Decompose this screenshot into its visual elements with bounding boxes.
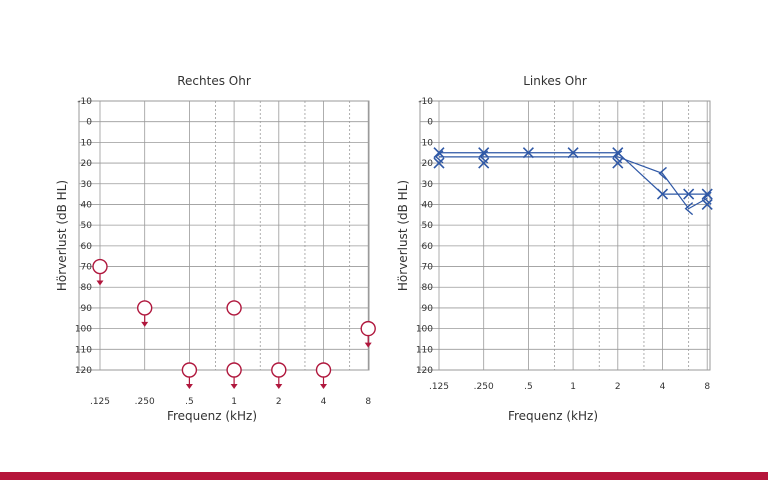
left-ear-x-marker <box>478 147 490 159</box>
y-tick-label: 30 <box>422 180 434 190</box>
right-ear-chart: -10 0 10 20 30 40 50 60 70 80 90 100 110 120 .125 .250.… <box>55 74 376 423</box>
left-ear-x-marker <box>656 188 669 200</box>
y-tick-label: 80 <box>81 283 93 293</box>
right-ear-circle-marker <box>226 300 242 316</box>
y-tick-label: 0 <box>427 118 433 128</box>
y-tick-label: -10 <box>418 97 433 107</box>
chart-title: Rechtes Ohr <box>177 74 251 88</box>
x-tick-label: .125 <box>90 397 110 407</box>
right-ear-circle-marker <box>360 320 376 337</box>
left-ear-bracket-marker <box>658 166 667 180</box>
y-tick-label: 20 <box>81 159 93 169</box>
left-ear-bracket-marker <box>703 191 712 205</box>
x-tick-label: 4 <box>321 397 327 407</box>
x-tick-label: .125 <box>429 382 449 392</box>
left-ear-bracket-marker <box>434 150 444 164</box>
x-axis-label: Frequenz (kHz) <box>167 409 257 423</box>
right-ear-circle-marker <box>92 258 108 275</box>
y-tick-label: 60 <box>422 242 434 252</box>
y-tick-label: 50 <box>81 221 93 231</box>
y-tick-label: -10 <box>77 97 92 107</box>
left-ear-x-marker <box>683 188 695 200</box>
y-tick-label: 40 <box>422 200 434 210</box>
left-ear-connecting-line <box>439 156 708 210</box>
x-tick-label: .250 <box>474 382 494 392</box>
left-ear-x-marker <box>701 188 713 200</box>
x-tick-label: 4 <box>660 382 666 392</box>
left-ear-x-marker <box>522 147 534 159</box>
y-tick-label: 30 <box>81 180 93 190</box>
plot-frame <box>419 100 711 371</box>
y-axis-label: Hörverlust (dB HL) <box>396 180 410 291</box>
left-ear-x-marker <box>478 157 490 169</box>
left-ear-bracket-marker <box>684 202 694 216</box>
x-tick-label: .5 <box>185 397 194 407</box>
left-ear-bracket-marker <box>613 150 623 164</box>
left-ear-x-marker <box>612 157 624 169</box>
y-axis-label: Hörverlust (dB HL) <box>55 180 69 291</box>
x-tick-label: .250 <box>135 397 155 407</box>
left-ear-x-marker <box>433 157 445 169</box>
no-response-arrow-head <box>96 280 104 286</box>
x-tick-label: 1 <box>570 382 576 392</box>
y-tick-label: 120 <box>75 366 92 376</box>
y-tick-label: 50 <box>422 221 434 231</box>
right-ear-circle-marker <box>271 362 287 378</box>
no-response-arrow-head <box>320 384 327 389</box>
no-response-arrow-head <box>364 342 372 348</box>
x-tick-label: .5 <box>524 382 533 392</box>
y-tick-label: 10 <box>81 138 93 148</box>
no-response-arrow-head <box>230 384 238 389</box>
y-tick-label: 120 <box>416 366 433 376</box>
right-ear-circle-marker <box>226 362 242 378</box>
y-tick-label: 90 <box>422 304 434 314</box>
y-tick-label: 100 <box>75 325 92 335</box>
right-ear-circle-marker <box>136 300 153 316</box>
plot-frame <box>78 100 370 371</box>
x-tick-label: 2 <box>615 382 621 392</box>
chart-title: Linkes Ohr <box>523 74 587 88</box>
y-tick-label: 0 <box>86 118 92 128</box>
right-ear-circle-marker <box>315 362 332 378</box>
y-tick-label: 70 <box>81 263 93 273</box>
y-tick-label: 70 <box>422 263 434 273</box>
no-response-arrow-head <box>275 384 283 389</box>
right-ear-circle-marker <box>181 362 198 378</box>
x-tick-label: 8 <box>704 382 710 392</box>
left-ear-x-marker <box>701 198 713 211</box>
x-tick-label: 8 <box>365 397 371 407</box>
no-response-arrow-head <box>185 384 193 389</box>
y-tick-label: 80 <box>422 283 434 293</box>
x-tick-label: 1 <box>231 397 237 407</box>
left-ear-bracket-marker <box>479 150 489 164</box>
left-ear-x-marker <box>567 147 579 159</box>
y-tick-label: 10 <box>422 138 434 148</box>
left-ear-x-marker <box>433 147 445 159</box>
x-tick-label: 2 <box>276 397 282 407</box>
y-tick-label: 110 <box>75 345 92 355</box>
y-tick-label: 40 <box>81 200 93 210</box>
y-tick-label: 100 <box>416 325 433 335</box>
left-ear-x-marker <box>612 147 624 159</box>
left-ear-chart: -10 0 10 20 30 40 50 60 70 80 90 100 110 120 .125 .250.… <box>396 74 713 423</box>
y-tick-label: 90 <box>81 304 93 314</box>
y-tick-label: 20 <box>422 159 434 169</box>
x-axis-label: Frequenz (kHz) <box>508 409 598 423</box>
y-tick-label: 60 <box>81 242 93 252</box>
no-response-arrow-head <box>141 321 149 327</box>
left-ear-connecting-line <box>439 152 708 195</box>
y-tick-label: 110 <box>416 345 433 355</box>
brand-accent-bar <box>0 472 768 480</box>
